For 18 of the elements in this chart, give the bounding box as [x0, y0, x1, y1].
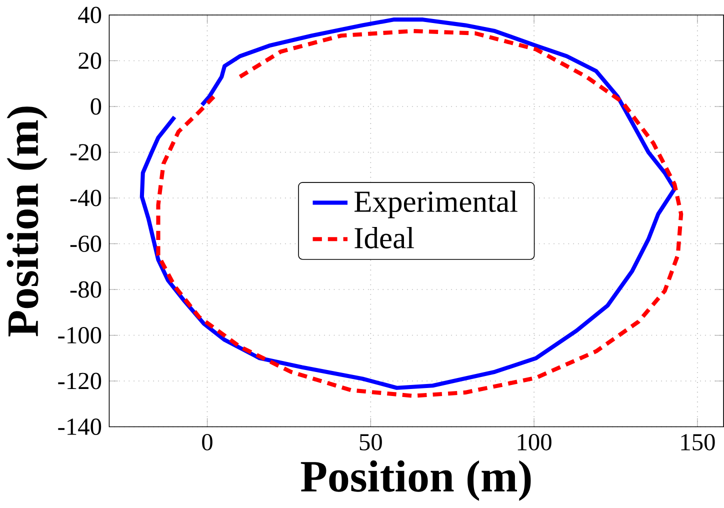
x-axis-title: Position (m) — [300, 460, 531, 502]
y-axis-title: Position (m) — [6, 106, 48, 337]
legend-label: Experimental — [354, 190, 518, 218]
y-tick-label: -120 — [58, 372, 102, 390]
y-tick-label: 0 — [90, 98, 102, 115]
x-tick-label: 0 — [202, 434, 212, 451]
y-tick-label: -100 — [58, 327, 102, 344]
x-tick-label: 150 — [681, 434, 715, 451]
y-tick-label: 20 — [78, 52, 102, 70]
y-tick-label: 40 — [78, 6, 102, 24]
y-tick-label: -80 — [70, 281, 102, 298]
x-tick-label: 50 — [360, 434, 382, 451]
legend-label: Ideal — [354, 227, 414, 249]
y-tick-label: -20 — [70, 144, 102, 161]
y-tick-label: -40 — [70, 190, 102, 206]
x-tick-label: 100 — [518, 434, 552, 451]
y-tick-label: -140 — [58, 418, 102, 436]
y-tick-label: -60 — [70, 236, 102, 252]
